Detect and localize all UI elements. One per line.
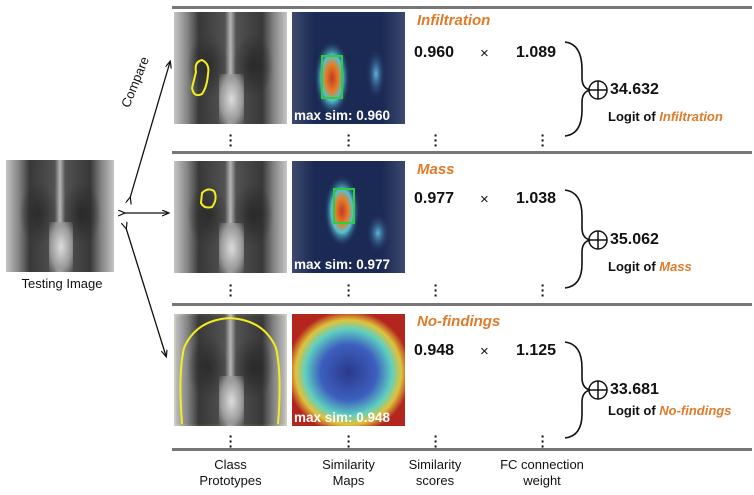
ellipsis: · · · [346, 277, 352, 303]
column-caption-maps: Similarity Maps [322, 457, 375, 488]
prototype-no-findings [174, 314, 287, 426]
ellipsis: · · · [228, 127, 234, 153]
sum-icon [588, 80, 608, 400]
logit-caption-mass: Logit of Mass [608, 259, 692, 274]
logit-value-mass: 35.062 [610, 231, 659, 248]
ellipsis: · · · [346, 127, 352, 153]
ellipsis: · · · [433, 428, 439, 454]
testing-image-caption: Testing Image [21, 276, 103, 291]
ellipsis: · · · [540, 428, 546, 454]
fc-weight: 1.038 [516, 190, 557, 207]
fc-weight: 1.125 [516, 342, 557, 359]
column-caption-weights: FC connection weight [500, 457, 584, 488]
logit-value-infiltration: 34.632 [610, 81, 659, 98]
ellipsis: · · · [228, 277, 234, 303]
similarity-score: 0.948 [414, 342, 455, 359]
multiply-sign: × [480, 191, 489, 208]
ellipsis: · · · [433, 277, 439, 303]
arrow-to-infiltration [130, 62, 170, 198]
column-caption-prototypes: Class Prototypes [199, 457, 262, 488]
ellipsis: · · · [540, 277, 546, 303]
ellipsis: · · · [346, 428, 352, 454]
similarity-score: 0.977 [414, 190, 455, 207]
max-sim-label: max sim: 0.960 [294, 108, 391, 123]
multiply-sign: × [480, 45, 489, 62]
row-separator [172, 6, 752, 9]
logit-caption-no-findings: Logit of No-findings [608, 403, 732, 418]
fc-weight: 1.089 [516, 44, 557, 61]
ellipsis: · · · [228, 428, 234, 454]
logit-caption-infiltration: Logit of Infiltration [608, 109, 723, 124]
testing-image [6, 160, 114, 272]
row-separator [172, 303, 752, 306]
class-name-no-findings: No-findings [417, 313, 501, 330]
ellipsis: · · · [433, 127, 439, 153]
row-separator [172, 151, 752, 154]
column-caption-scores: Similarity scores [408, 457, 462, 488]
similarity-score: 0.960 [414, 44, 455, 61]
class-name-mass: Mass [417, 161, 455, 178]
similarity-map-no-findings: max sim: 0.948 [292, 314, 405, 426]
prototype-infiltration [174, 12, 287, 124]
similarity-map-mass: max sim: 0.977 [292, 161, 405, 273]
multiply-sign: × [480, 343, 489, 360]
logit-value-no-findings: 33.681 [610, 381, 659, 398]
max-sim-label: max sim: 0.948 [294, 410, 391, 425]
row-separator [172, 448, 752, 451]
class-name-infiltration: Infiltration [417, 12, 491, 29]
arrow-to-nofindings [126, 228, 166, 356]
prototype-mass [174, 161, 287, 273]
ellipsis: · · · [540, 127, 546, 153]
max-sim-label: max sim: 0.977 [294, 257, 391, 272]
similarity-map-infiltration: max sim: 0.960 [292, 12, 405, 124]
